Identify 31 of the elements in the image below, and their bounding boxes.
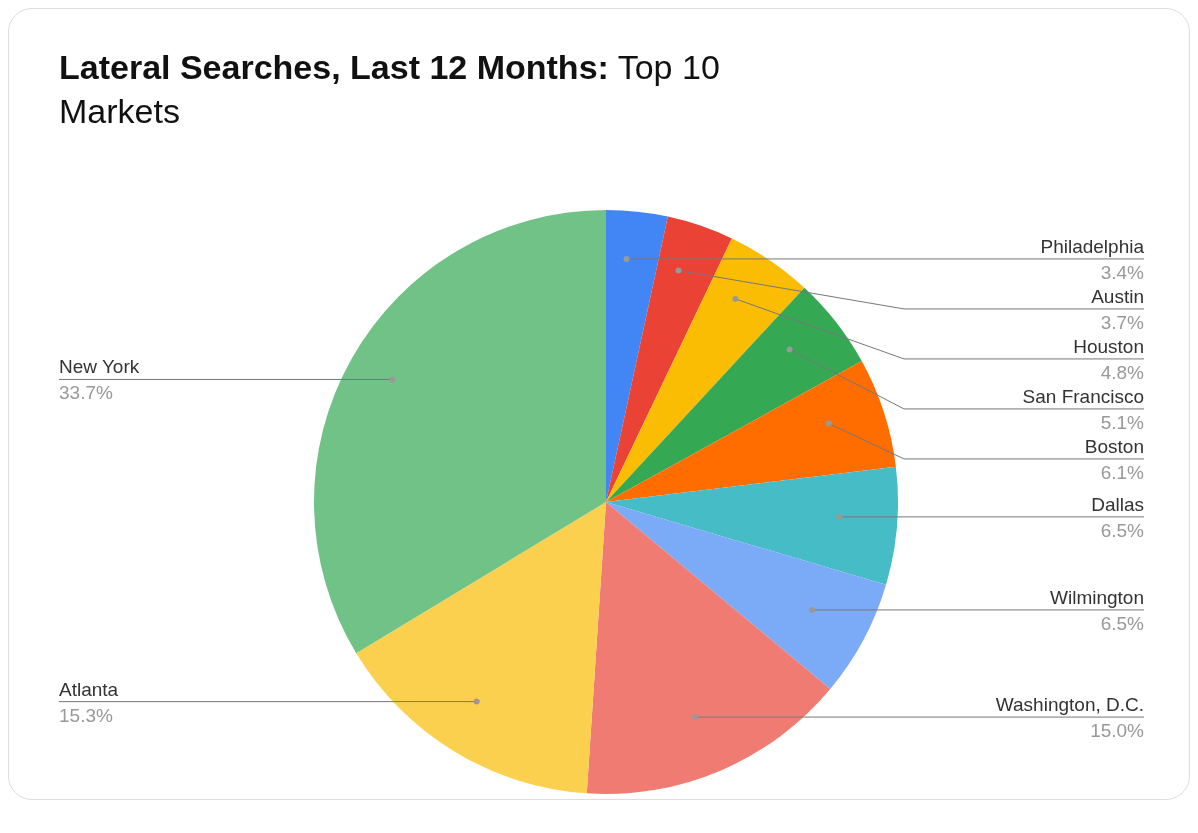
pie-slice	[586, 502, 831, 794]
slice-label: Houston	[1073, 335, 1144, 357]
slice-label: San Francisco	[1022, 385, 1144, 407]
pie-slice	[606, 216, 732, 502]
data-label: 15.0%	[1090, 720, 1145, 742]
slice-label: Boston	[1084, 435, 1144, 457]
pie-slice	[356, 502, 606, 794]
slice-label: Washington, D.C.	[995, 694, 1144, 716]
slice-label: Atlanta	[59, 678, 119, 700]
chart-title: Lateral Searches, Last 12 Months: Top 10 Markets	[59, 48, 720, 130]
slice-label: Austin	[1091, 285, 1144, 307]
data-label: 6.5%	[1100, 612, 1145, 634]
pie-slice	[606, 287, 862, 502]
data-label: 33.7%	[59, 382, 113, 404]
slice-label: Wilmington	[1050, 586, 1144, 608]
data-label: 3.7%	[1100, 311, 1145, 333]
data-label: 4.8%	[1100, 361, 1145, 383]
pie-slice	[606, 502, 887, 690]
pie-slice	[606, 466, 898, 585]
slice-label: Dallas	[1091, 493, 1144, 515]
data-label: 3.4%	[1100, 261, 1145, 283]
slice-label: New York	[59, 356, 140, 378]
pie-slice	[606, 238, 805, 502]
data-label: 6.1%	[1100, 461, 1145, 483]
data-label: 5.1%	[1100, 411, 1145, 433]
pie-slice	[314, 210, 606, 654]
data-label: 6.5%	[1100, 519, 1145, 541]
slice-label: Philadelphia	[1040, 235, 1145, 257]
pie-slice	[606, 210, 668, 502]
data-label: 15.3%	[59, 704, 113, 726]
pie-slice	[606, 361, 896, 502]
